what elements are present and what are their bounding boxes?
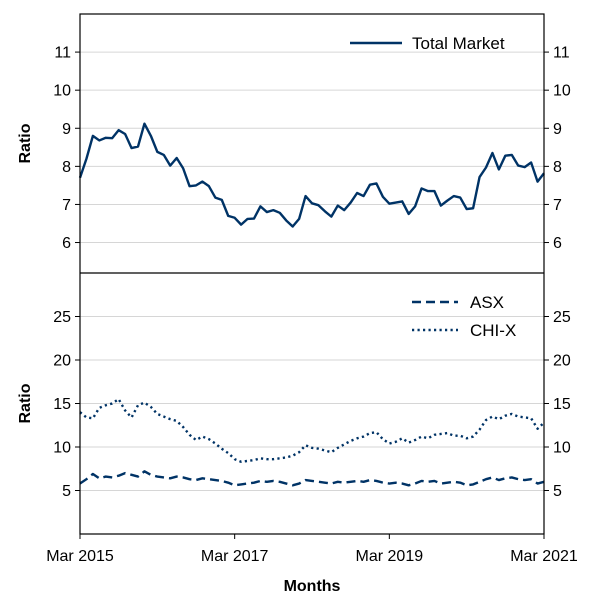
x-tick-label: Mar 2015	[46, 548, 114, 565]
series-line-asx	[79, 470, 545, 487]
series-line-total-market	[78, 122, 545, 228]
y-tick-label-left: 5	[62, 483, 71, 500]
y-tick-label-left: 8	[62, 159, 71, 176]
y-tick-label-left: 7	[62, 197, 71, 214]
y-tick-label-right: 10	[553, 440, 571, 457]
y-tick-label-right: 6	[553, 235, 562, 252]
y-tick-label-left: 6	[62, 235, 71, 252]
y-tick-label-right: 9	[553, 121, 562, 138]
y-axis-label: Ratio	[17, 123, 34, 163]
y-tick-label-right: 7	[553, 197, 562, 214]
y-tick-label-right: 5	[553, 483, 562, 500]
legend-label: CHI-X	[470, 321, 516, 340]
x-tick-label: Mar 2017	[201, 548, 269, 565]
y-tick-label-left: 9	[62, 121, 71, 138]
y-axis-label: Ratio	[17, 383, 34, 423]
y-tick-label-left: 10	[53, 440, 71, 457]
y-tick-label-left: 10	[53, 83, 71, 100]
y-tick-label-right: 11	[553, 45, 570, 62]
y-tick-label-left: 11	[54, 45, 71, 62]
y-tick-label-right: 8	[553, 159, 562, 176]
y-tick-label-left: 20	[53, 353, 71, 370]
y-tick-label-left: 25	[53, 309, 71, 326]
y-tick-label-left: 15	[53, 396, 71, 413]
y-tick-label-right: 20	[553, 353, 571, 370]
legend-label: Total Market	[412, 34, 505, 53]
y-tick-label-right: 15	[553, 396, 571, 413]
x-tick-label: Mar 2019	[356, 548, 424, 565]
y-tick-label-right: 10	[553, 83, 571, 100]
x-tick-label: Mar 2021	[510, 548, 578, 565]
series-line-chi-x	[79, 397, 545, 463]
y-tick-label-right: 25	[553, 309, 571, 326]
x-axis-label: Months	[284, 578, 341, 595]
legend-label: ASX	[470, 293, 504, 312]
plot-frame	[79, 13, 545, 535]
